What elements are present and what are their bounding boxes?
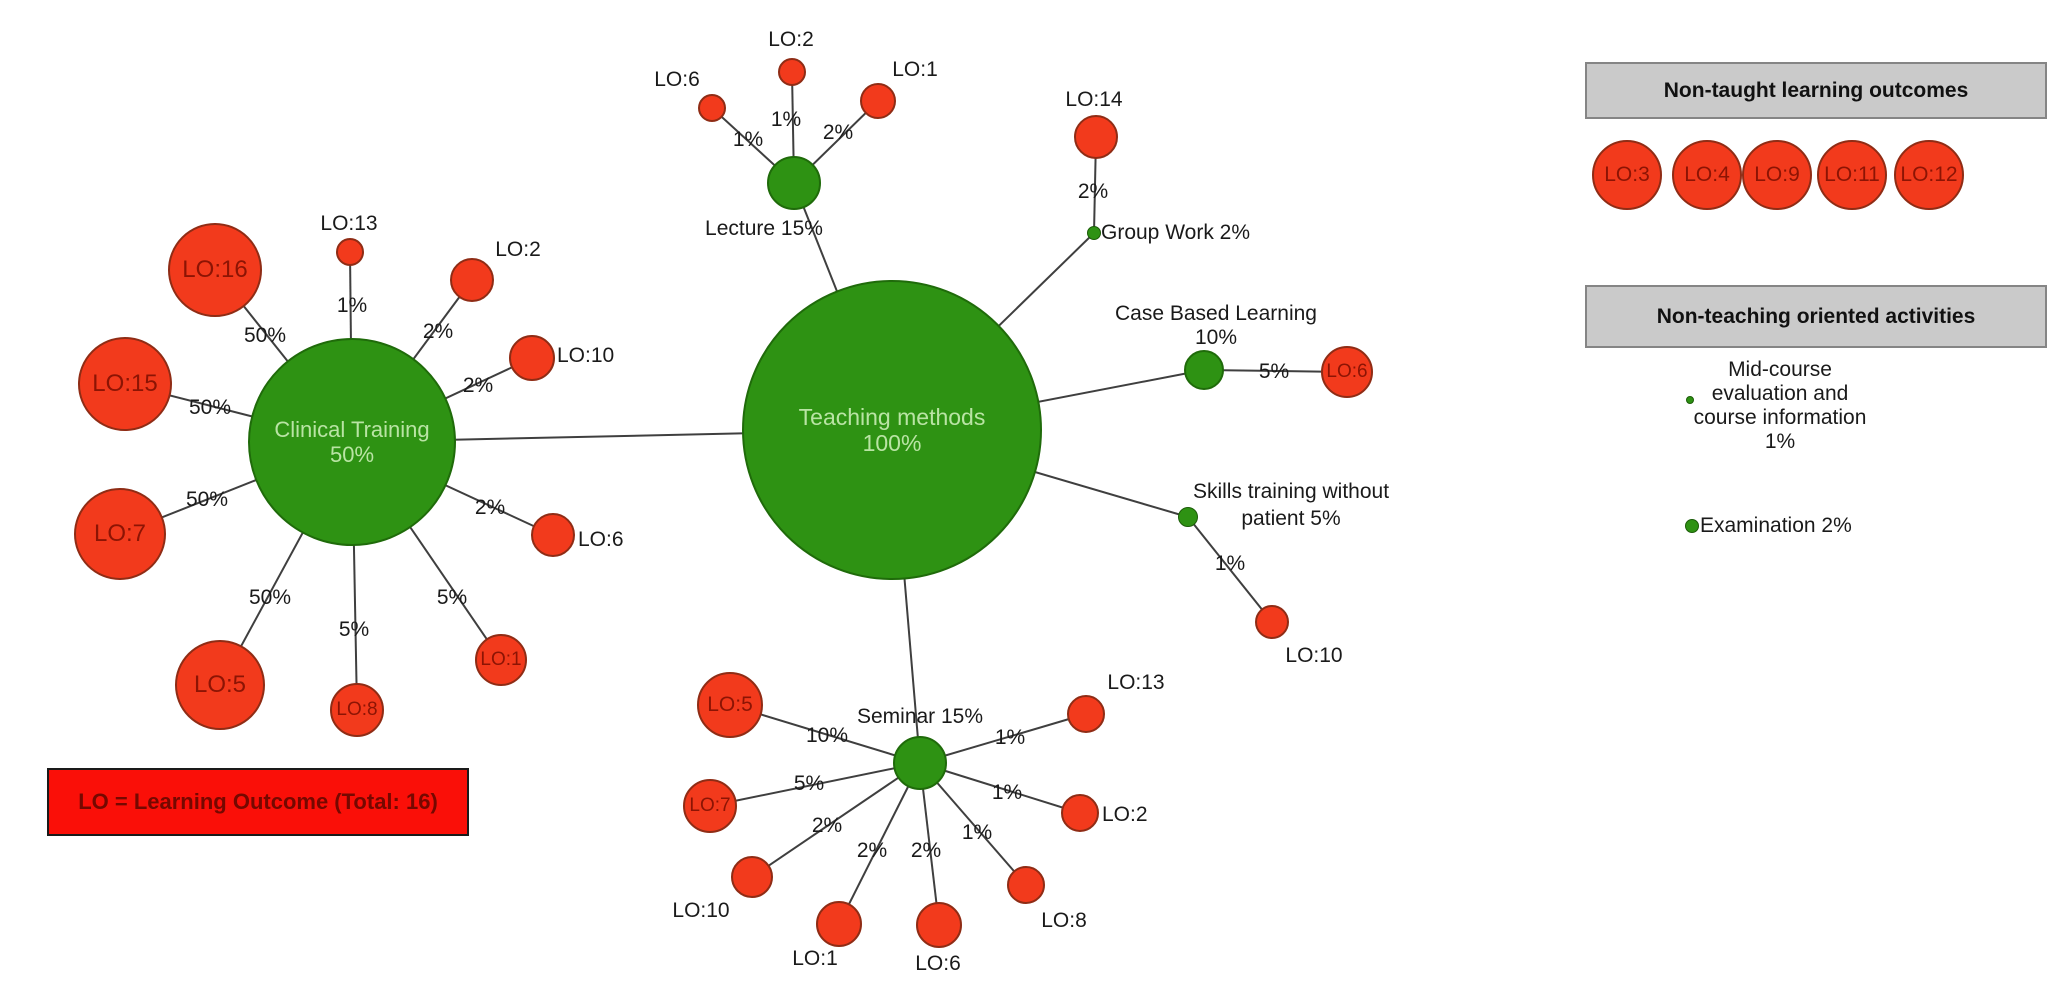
edge-teaching-groupdot (891, 232, 1095, 431)
edge-case-cb6 (1203, 369, 1348, 373)
edge-seminar-se10 (751, 762, 921, 878)
non-taught-header: Non-taught learning outcomes (1585, 62, 2047, 119)
edge-clinical-c15 (124, 383, 353, 443)
edge-lecture-l6 (711, 107, 795, 184)
edge-teaching-clinical (351, 429, 893, 443)
legend-box: LO = Learning Outcome (Total: 16) (47, 768, 469, 836)
edge-skillsdot-s10 (1187, 516, 1273, 623)
edge-clinical-c2 (351, 279, 473, 443)
edge-teaching-seminar (891, 429, 921, 764)
mid-course-line-2: evaluation and (1711, 382, 1849, 405)
mid-course-line-3: course information (1693, 406, 1867, 429)
edge-clinical-c5 (219, 441, 353, 686)
edge-seminar-se8 (919, 762, 1027, 886)
edge-clinical-c16 (214, 269, 353, 443)
examination-activity: Examination 2% (1700, 514, 1852, 537)
edge-seminar-se1 (838, 762, 921, 925)
non-teaching-header-text: Non-teaching oriented activities (1656, 304, 1976, 328)
mid-course-line-4: 1% (1764, 430, 1796, 453)
edge-clinical-c10 (351, 357, 533, 443)
edge-seminar-se7 (709, 762, 921, 807)
edge-clinical-c6 (351, 441, 554, 536)
edge-seminar-se2 (919, 762, 1081, 814)
edge-seminar-se5 (729, 704, 921, 764)
edge-clinical-c1 (351, 441, 502, 661)
edge-clinical-c8 (351, 441, 358, 711)
mid-course-line-1: Mid-course (1728, 358, 1832, 381)
edge-teaching-skillsdot (891, 429, 1189, 518)
edge-groupdot-g14 (1093, 136, 1097, 234)
edge-clinical-c13 (349, 251, 353, 443)
edge-lecture-l1 (793, 100, 879, 184)
edge-seminar-se13 (919, 713, 1087, 764)
non-taught-header-text: Non-taught learning outcomes (1663, 78, 1969, 102)
mid-course-activity: Mid-course evaluation and course informa… (1630, 358, 1930, 454)
edge-seminar-se6 (919, 762, 940, 926)
edge-teaching-case (891, 369, 1205, 431)
edge-lecture-l2 (791, 71, 795, 184)
edge-teaching-lecture (793, 182, 893, 431)
legend-text: LO = Learning Outcome (Total: 16) (78, 789, 438, 814)
edge-clinical-c7 (119, 441, 353, 535)
non-teaching-header: Non-teaching oriented activities (1585, 285, 2047, 348)
